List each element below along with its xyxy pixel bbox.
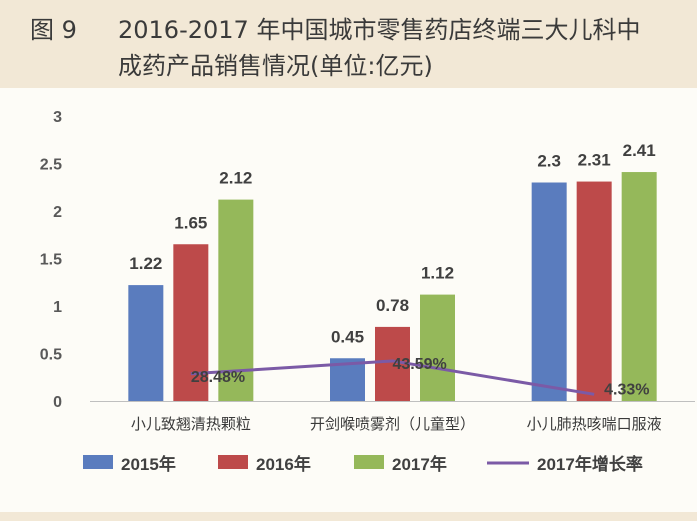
legend-label: 2015年 xyxy=(121,454,176,474)
y-tick-label: 2.5 xyxy=(40,157,62,174)
legend-label: 2017年增长率 xyxy=(537,454,643,474)
x-category-label: 小儿肺热咳喘口服液 xyxy=(527,415,662,433)
legend-label: 2016年 xyxy=(256,454,311,474)
growth-line xyxy=(190,359,595,396)
figure-label: 图 9 xyxy=(30,16,77,44)
bar xyxy=(420,294,455,401)
bar-value-label: 2.3 xyxy=(537,152,561,171)
footer-band xyxy=(0,512,697,521)
legend-swatch xyxy=(218,455,248,469)
bar xyxy=(621,172,657,401)
bar xyxy=(576,181,612,401)
bar-value-label: 0.45 xyxy=(331,327,364,346)
figure-title-line-1: 2016-2017 年中国城市零售药店终端三大儿科中 xyxy=(118,16,641,44)
bar xyxy=(128,285,164,401)
bar xyxy=(173,244,209,401)
growth-value-label: 43.59% xyxy=(393,356,447,373)
legend-label: 2017年 xyxy=(392,454,447,474)
figure-title-line-2: 成药产品销售情况(单位:亿元) xyxy=(118,52,433,80)
figure-header: 图 9 2016-2017 年中国城市零售药店终端三大儿科中 成药产品销售情况(… xyxy=(0,0,697,88)
x-category-label: 小儿致翘清热颗粒 xyxy=(131,415,251,433)
y-tick-label: 1.5 xyxy=(40,252,62,269)
bar-value-label: 2.41 xyxy=(623,141,656,160)
x-axis: 小儿致翘清热颗粒 开剑喉喷雾剂（儿童型） 小儿肺热咳喘口服液 xyxy=(90,401,695,433)
legend-swatch xyxy=(354,455,384,469)
y-tick-label: 0.5 xyxy=(40,347,62,364)
growth-value-label: 28.48% xyxy=(191,369,245,386)
bar-value-label: 1.65 xyxy=(174,213,207,232)
data-labels-group: 1.22 1.65 2.12 0.45 0.78 1.12 2.3 2.31 2.41 xyxy=(129,141,655,346)
growth-line-group: 28.48% 43.59% 4.33% xyxy=(190,356,650,398)
y-tick-label: 2 xyxy=(53,204,62,221)
bar-value-label: 2.31 xyxy=(578,151,611,170)
bar-value-label: 0.78 xyxy=(376,296,409,315)
legend-swatch xyxy=(83,455,113,469)
growth-value-label: 4.33% xyxy=(604,381,649,398)
bar-value-label: 1.12 xyxy=(421,264,454,283)
bar-series-group xyxy=(128,172,657,401)
legend: 2015年 2016年 2017年 2017年增长率 xyxy=(83,454,643,474)
y-tick-label: 3 xyxy=(53,109,62,126)
x-category-label: 开剑喉喷雾剂（儿童型） xyxy=(310,415,475,433)
y-axis: 0 0.5 1 1.5 2 2.5 3 xyxy=(40,109,62,411)
y-tick-label: 0 xyxy=(53,394,62,411)
bar-value-label: 2.12 xyxy=(219,169,252,188)
bar xyxy=(531,182,567,401)
y-tick-label: 1 xyxy=(53,299,62,316)
bar xyxy=(218,199,254,401)
bar-value-label: 1.22 xyxy=(129,254,162,273)
